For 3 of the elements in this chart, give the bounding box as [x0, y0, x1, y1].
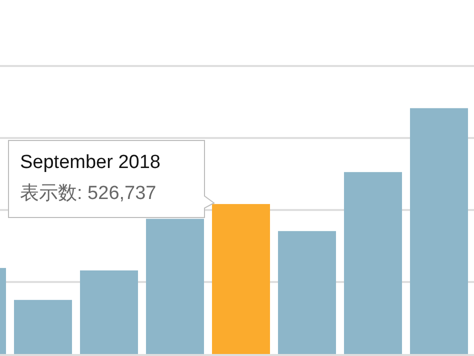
annotation: September 2018 [20, 152, 160, 173]
tooltip: September 2018 表示数: 526,737 [8, 140, 215, 218]
annotation: 表示数: 526,737 [20, 183, 156, 204]
